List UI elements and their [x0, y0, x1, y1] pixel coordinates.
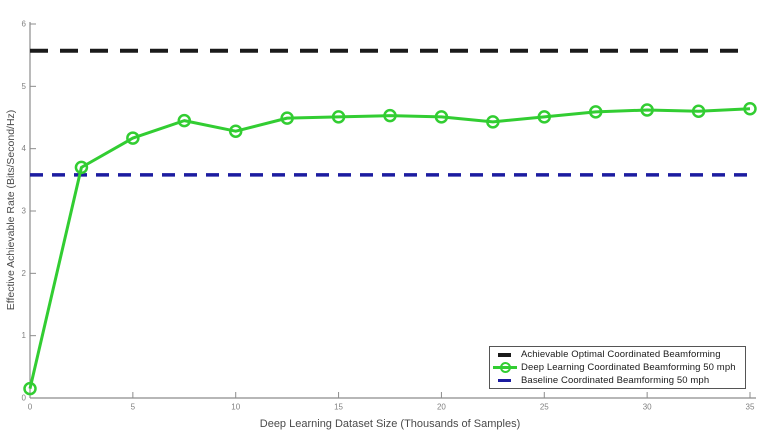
y-tick-label: 1: [22, 331, 27, 340]
blue-dash-icon: [498, 378, 511, 383]
series-marker-1: [74, 160, 89, 175]
y-tick-label: 0: [22, 394, 27, 403]
series-marker-1: [640, 103, 654, 117]
y-tick-label: 2: [22, 269, 27, 278]
x-tick-label: 25: [540, 403, 549, 412]
legend-label-deeplearning: Deep Learning Coordinated Beamforming 50…: [521, 362, 736, 373]
series-marker-1: [126, 131, 140, 145]
green-circle-marker-icon: [499, 362, 511, 373]
legend: Achievable Optimal Coordinated Beamformi…: [489, 346, 746, 389]
legend-item-optimal: Achievable Optimal Coordinated Beamformi…: [490, 349, 745, 361]
legend-swatch-deeplearning-line-icon: [493, 362, 517, 374]
legend-label-baseline: Baseline Coordinated Beamforming 50 mph: [521, 374, 710, 386]
x-tick-label: 15: [334, 403, 343, 412]
y-tick-label: 6: [22, 20, 27, 29]
legend-swatch-optimal-dash-icon: [493, 349, 517, 361]
legend-item-baseline: Baseline Coordinated Beamforming 50 mph: [490, 374, 745, 386]
legend-swatch-baseline-dash-icon: [493, 374, 517, 386]
x-tick-label: 5: [131, 403, 136, 412]
legend-label-optimal: Achievable Optimal Coordinated Beamformi…: [521, 349, 721, 361]
series-marker-1: [537, 110, 552, 124]
x-axis-label: Deep Learning Dataset Size (Thousands of…: [259, 418, 521, 430]
y-axis-label: Effective Achievable Rate (Bits/Second/H…: [5, 109, 17, 311]
series-marker-1: [177, 113, 192, 128]
series-marker-1: [691, 104, 706, 119]
series-line-1: [28, 107, 751, 389]
x-tick-label: 10: [231, 403, 240, 412]
series-marker-1: [23, 381, 37, 396]
y-tick-label: 5: [22, 82, 27, 91]
x-tick-label: 0: [28, 403, 33, 412]
series-marker-1: [588, 105, 603, 119]
series-marker-1: [331, 110, 346, 124]
y-tick-label: 3: [22, 207, 27, 216]
x-tick-label: 35: [746, 403, 755, 412]
x-tick-label: 20: [437, 403, 446, 412]
series-marker-1: [280, 111, 294, 125]
y-tick-label: 4: [22, 144, 27, 153]
x-tick-label: 30: [643, 403, 652, 412]
series-marker-1: [743, 102, 757, 116]
series-marker-1: [486, 115, 500, 129]
series-marker-1: [228, 124, 243, 138]
black-dash-icon: [498, 353, 511, 357]
series-marker-1: [434, 110, 449, 124]
series-marker-1: [383, 108, 397, 123]
legend-item-deeplearning: Deep Learning Coordinated Beamforming 50…: [490, 362, 745, 374]
